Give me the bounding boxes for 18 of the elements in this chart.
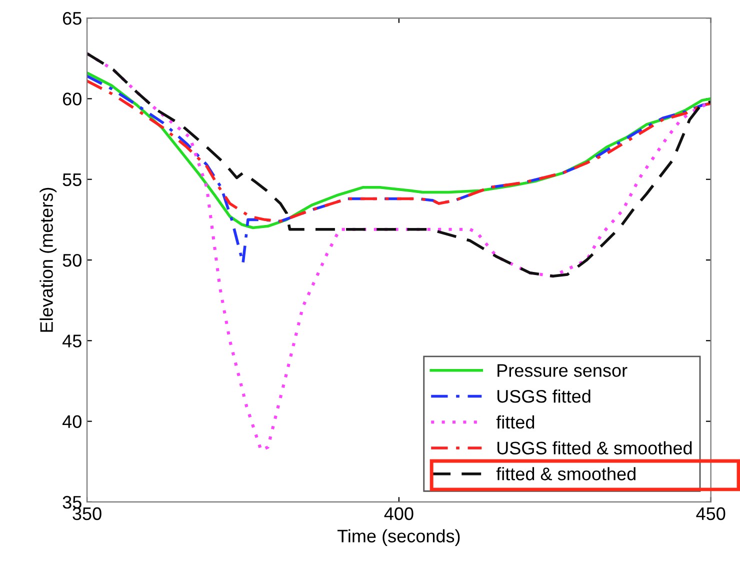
y-tick-label: 40 [62,415,82,428]
y-axis-title: Elevation (meters) [40,188,57,332]
x-tick-label: 350 [72,507,102,520]
y-tick-label: 65 [63,12,82,25]
legend-label: fitted [496,415,534,429]
y-tick-label: 60 [63,92,82,106]
x-axis-title: Time (seconds) [337,529,460,546]
y-tick-label: 50 [62,254,82,267]
y-tick-label: 35 [62,496,82,509]
legend-label: USGS fitted [497,389,590,403]
x-tick-label: 400 [384,507,414,520]
legend-label: Pressure sensor [498,364,628,377]
x-tick-label: 450 [696,507,726,520]
legend-label: USGS fitted & smoothed [497,441,692,454]
line-series [87,52,711,278]
y-tick-label: 55 [62,173,82,186]
y-tick-label: 45 [62,334,82,348]
legend-label: fitted & smoothed [496,467,636,480]
